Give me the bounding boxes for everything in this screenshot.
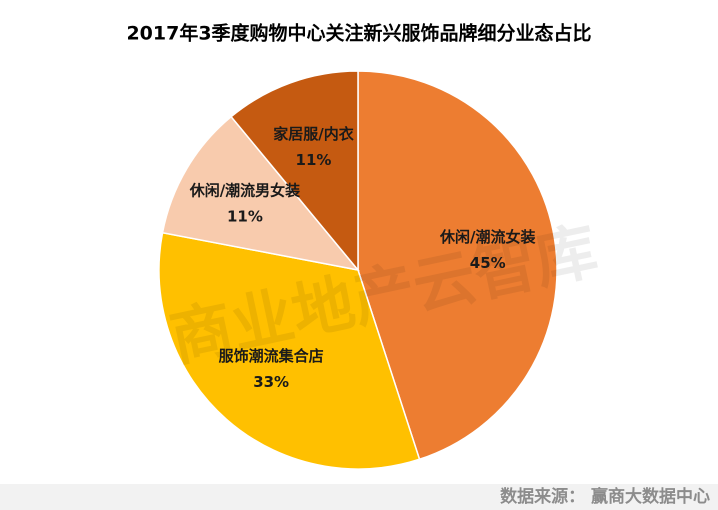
pie-slice [230, 70, 359, 273]
slice-label: 休闲/潮流男女装 [189, 182, 301, 200]
value-label: 45% [470, 254, 506, 272]
source: 数据来源： 赢商大数据中心 [500, 486, 710, 507]
pie [158, 70, 558, 470]
slice-label: 休闲/潮流女装 [439, 228, 536, 246]
pie-slice [357, 70, 558, 461]
pie-slice [158, 231, 421, 470]
slice-label: 家居服/内衣 [273, 125, 353, 143]
footer-band [0, 484, 718, 510]
pie-slice [161, 115, 360, 272]
slice-label: 服饰潮流集合店 [219, 347, 324, 365]
value-label: 11% [227, 208, 263, 226]
value-label: 11% [296, 151, 332, 169]
value-label: 33% [253, 373, 289, 391]
chart-title: 2017年3季度购物中心关注新兴服饰品牌细分业态占比 [126, 22, 591, 45]
